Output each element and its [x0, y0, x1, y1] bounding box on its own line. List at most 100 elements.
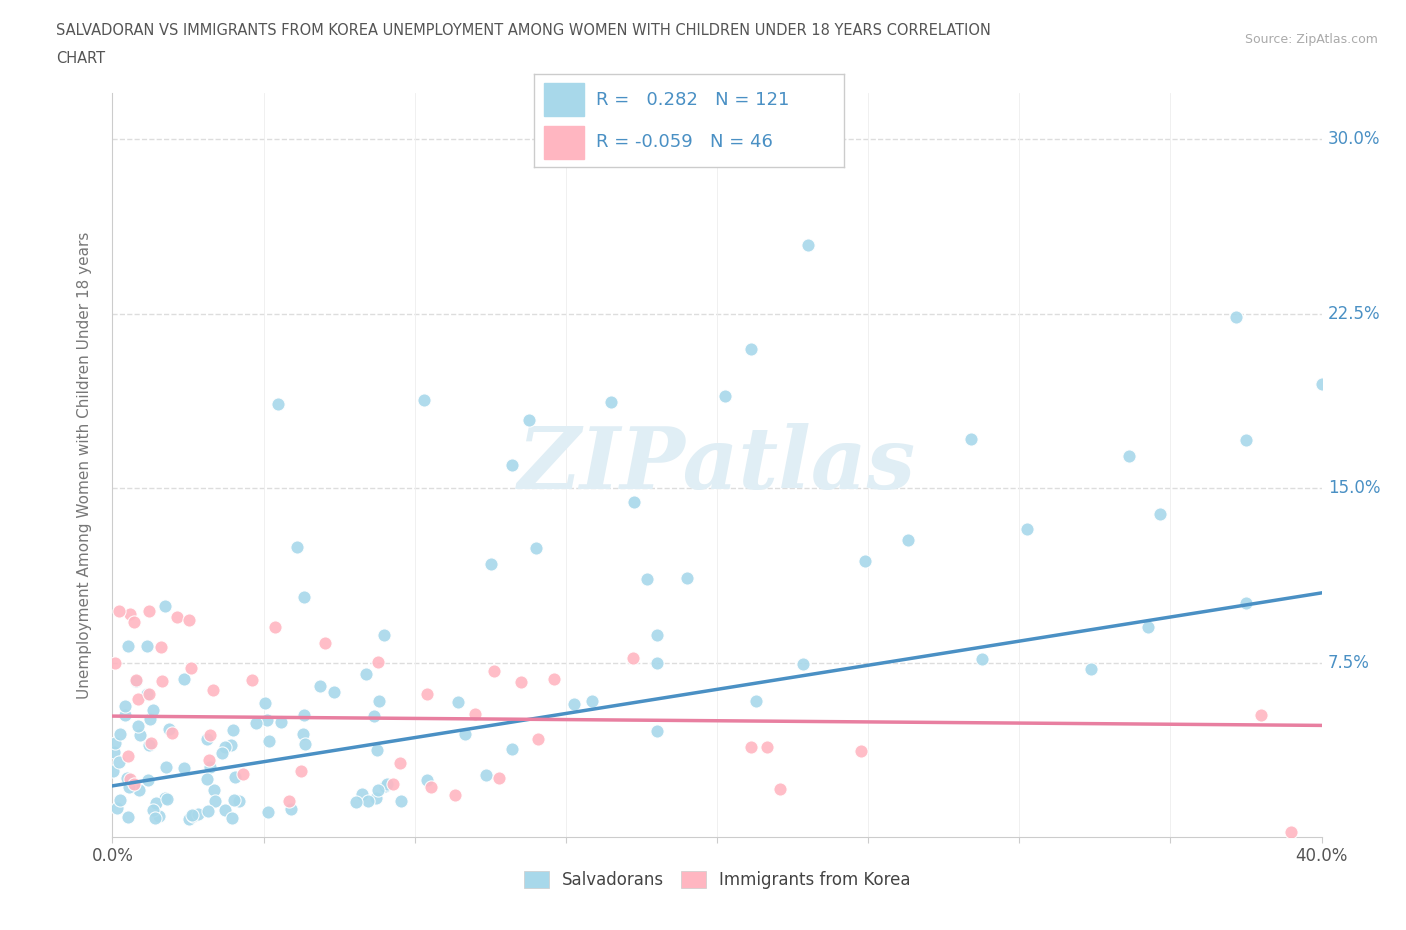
Point	[388, 755, 411, 770]
Point	[198, 752, 221, 767]
Point	[675, 132, 697, 147]
Point	[125, 672, 148, 687]
Point	[222, 723, 245, 737]
Point	[153, 790, 176, 805]
Point	[479, 557, 502, 572]
Point	[323, 684, 346, 699]
Point	[136, 686, 159, 701]
Point	[277, 793, 299, 808]
Point	[745, 693, 768, 708]
Text: 15.0%: 15.0%	[1327, 479, 1381, 498]
Point	[464, 707, 486, 722]
Point	[280, 802, 302, 817]
Point	[896, 533, 918, 548]
Point	[413, 392, 436, 407]
Point	[173, 671, 195, 686]
Point	[1137, 619, 1160, 634]
Point	[256, 804, 278, 819]
Point	[381, 777, 404, 792]
Point	[270, 714, 292, 729]
Point	[142, 703, 165, 718]
Point	[156, 792, 179, 807]
Point	[645, 656, 668, 671]
Point	[524, 541, 547, 556]
Text: R = -0.059   N = 46: R = -0.059 N = 46	[596, 133, 773, 152]
Point	[482, 663, 505, 678]
Point	[177, 812, 200, 827]
Point	[755, 739, 778, 754]
Point	[202, 782, 225, 797]
Text: CHART: CHART	[56, 51, 105, 66]
Point	[157, 722, 180, 737]
Point	[517, 413, 540, 428]
Point	[562, 697, 585, 711]
Point	[375, 777, 398, 791]
Point	[599, 394, 621, 409]
Point	[114, 708, 136, 723]
Point	[264, 619, 287, 634]
Point	[138, 687, 160, 702]
Point	[769, 781, 792, 796]
Point	[851, 744, 873, 759]
Point	[240, 672, 263, 687]
Point	[501, 742, 523, 757]
Point	[117, 639, 139, 654]
Point	[120, 607, 142, 622]
Point	[138, 737, 160, 752]
Point	[214, 803, 236, 817]
Point	[118, 779, 141, 794]
Point	[294, 737, 316, 751]
Point	[367, 694, 389, 709]
Point	[1279, 825, 1302, 840]
Point	[127, 691, 149, 706]
Point	[195, 731, 218, 746]
Point	[1225, 310, 1247, 325]
Point	[180, 661, 202, 676]
Point	[148, 809, 170, 824]
Point	[501, 458, 523, 472]
Point	[187, 806, 209, 821]
Point	[1017, 522, 1039, 537]
Point	[155, 760, 177, 775]
Point	[228, 793, 250, 808]
Point	[204, 793, 226, 808]
Point	[415, 773, 437, 788]
Point	[135, 638, 157, 653]
Point	[214, 739, 236, 754]
Point	[173, 761, 195, 776]
Point	[198, 728, 221, 743]
Point	[200, 759, 222, 774]
Point	[675, 570, 697, 585]
Point	[291, 726, 314, 741]
Point	[117, 770, 139, 785]
Point	[645, 724, 668, 738]
Point	[309, 679, 332, 694]
Point	[740, 740, 762, 755]
Bar	[544, 126, 583, 159]
Point	[108, 754, 131, 769]
Point	[416, 686, 439, 701]
Point	[1250, 708, 1272, 723]
Point	[488, 770, 510, 785]
Point	[211, 746, 233, 761]
Point	[108, 793, 131, 808]
Point	[127, 719, 149, 734]
Point	[526, 731, 548, 746]
Point	[285, 539, 308, 554]
Text: Source: ZipAtlas.com: Source: ZipAtlas.com	[1244, 33, 1378, 46]
Point	[108, 726, 131, 741]
Point	[1234, 432, 1257, 447]
Point	[389, 793, 412, 808]
Point	[714, 388, 737, 403]
Point	[138, 604, 160, 618]
Point	[292, 708, 315, 723]
Point	[139, 736, 162, 751]
Point	[117, 809, 139, 824]
Point	[222, 792, 245, 807]
Point	[128, 783, 150, 798]
Point	[1080, 661, 1102, 676]
Point	[104, 736, 127, 751]
Point	[219, 737, 242, 752]
Point	[149, 640, 172, 655]
Point	[292, 589, 315, 604]
